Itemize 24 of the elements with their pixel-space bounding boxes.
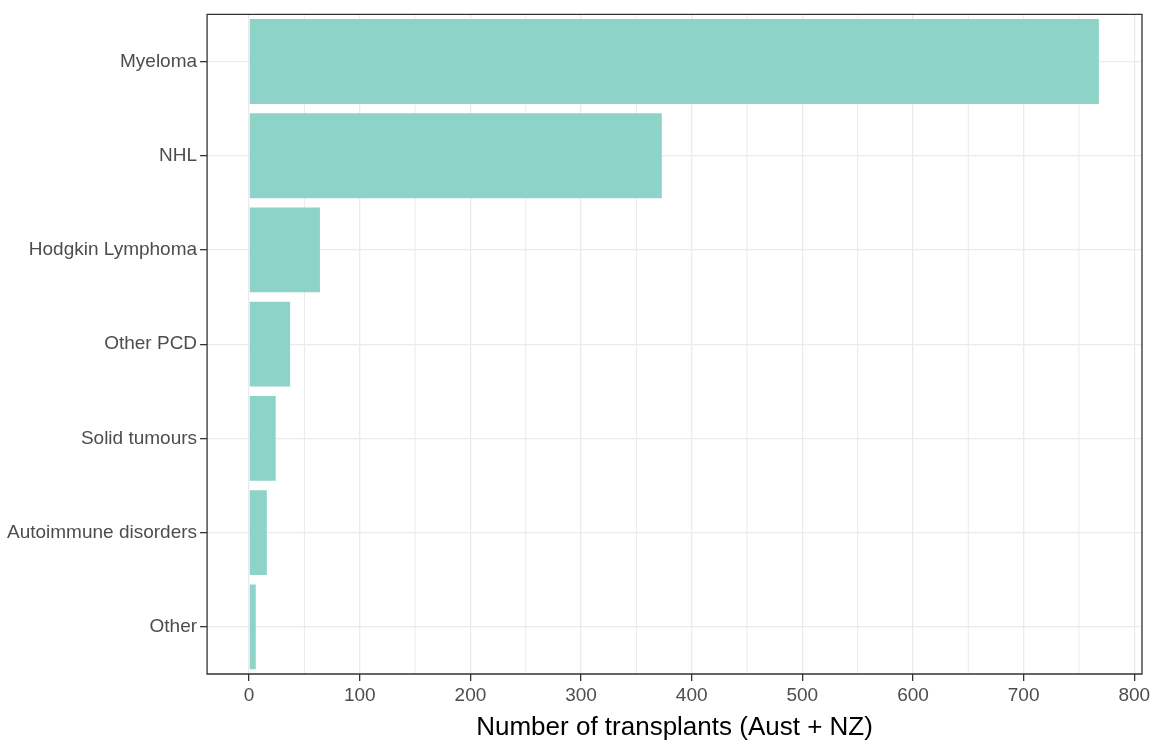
x-tick-label: 100 bbox=[343, 683, 376, 705]
y-tick-label: Solid tumours bbox=[80, 426, 198, 448]
x-tick-label: 0 bbox=[243, 683, 255, 705]
x-tick-label: 200 bbox=[454, 683, 487, 705]
bar bbox=[249, 113, 662, 199]
y-tick-label: Hodgkin Lymphoma bbox=[28, 238, 198, 260]
bar bbox=[249, 584, 256, 670]
x-tick-label: 800 bbox=[1118, 683, 1151, 705]
bar bbox=[249, 396, 276, 481]
y-tick-label: Other PCD bbox=[104, 332, 198, 354]
y-tick-label: Myeloma bbox=[120, 49, 198, 71]
bar bbox=[249, 301, 291, 387]
x-tick-label: 700 bbox=[1007, 683, 1040, 705]
y-tick-label: Autoimmune disorders bbox=[6, 520, 198, 542]
x-axis-title: Number of transplants (Aust + NZ) bbox=[476, 710, 873, 741]
bar bbox=[249, 490, 267, 576]
bar bbox=[249, 207, 320, 293]
y-tick-label: Other bbox=[149, 615, 198, 637]
y-tick-label: NHL bbox=[159, 143, 198, 165]
x-tick-label: 500 bbox=[786, 683, 819, 705]
bar bbox=[249, 19, 1099, 104]
x-tick-label: 400 bbox=[675, 683, 708, 705]
x-tick-label: 600 bbox=[897, 683, 929, 705]
x-tick-label: 300 bbox=[565, 683, 597, 705]
